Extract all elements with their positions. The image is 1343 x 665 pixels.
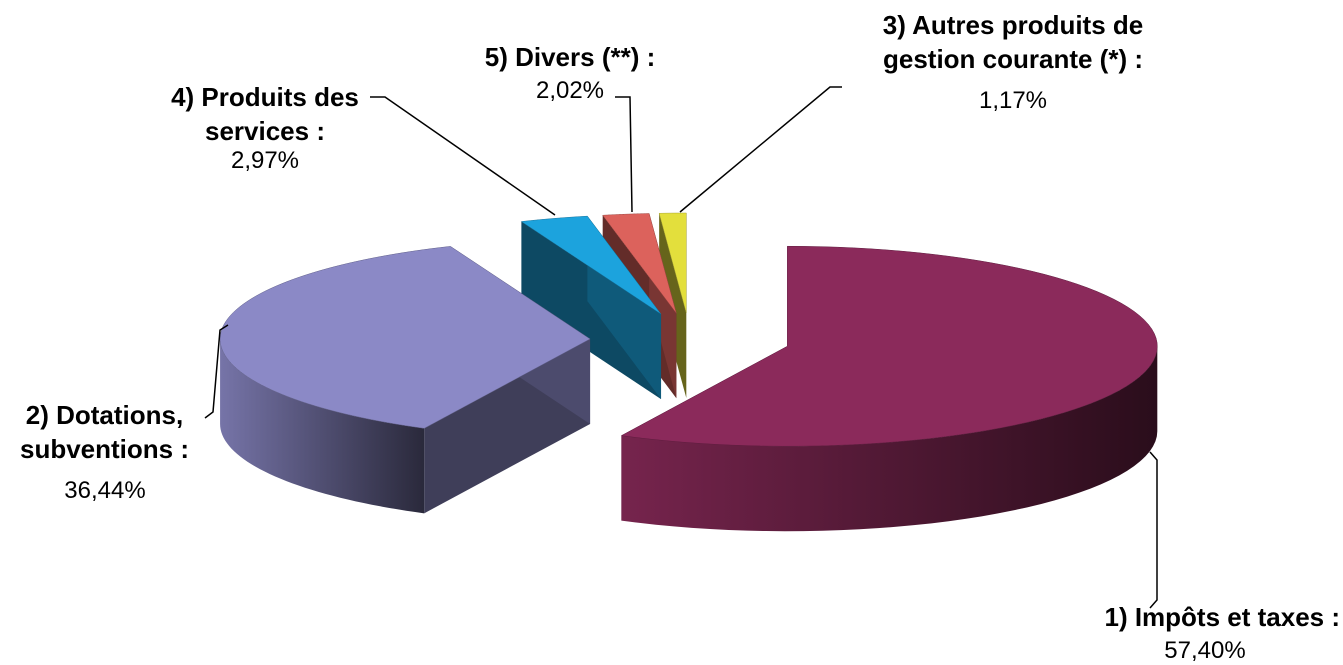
- slice: [219, 246, 591, 429]
- slice-label: 1) Impôts et taxes :: [1104, 602, 1340, 632]
- value-label: 2,02%: [535, 77, 605, 104]
- slice: [658, 212, 687, 314]
- value-label: 57,40%: [1164, 637, 1246, 664]
- slice-side: [220, 338, 425, 514]
- leader-line: [204, 324, 229, 419]
- slice-label: 3) Autres produits de gestion courante (…: [882, 10, 1144, 74]
- slice-side: [621, 346, 1158, 532]
- leader-line: [679, 86, 842, 213]
- slices: [219, 212, 1158, 532]
- slice: [620, 245, 1158, 447]
- slice: [602, 213, 677, 314]
- leader-line: [615, 96, 633, 213]
- slice-label: 2) Dotations, subventions :: [19, 400, 189, 464]
- leader-line: [370, 96, 556, 216]
- value-label: 1,17%: [978, 87, 1048, 114]
- leader-line: [1149, 451, 1158, 609]
- value-label: 2,97%: [230, 147, 300, 174]
- value-label: 36,44%: [64, 477, 146, 504]
- slice-side: [521, 221, 662, 400]
- slice-label: 4) Produits des services :: [171, 82, 359, 146]
- slice: [520, 215, 662, 315]
- slice-label: 5) Divers (**) :: [484, 42, 656, 72]
